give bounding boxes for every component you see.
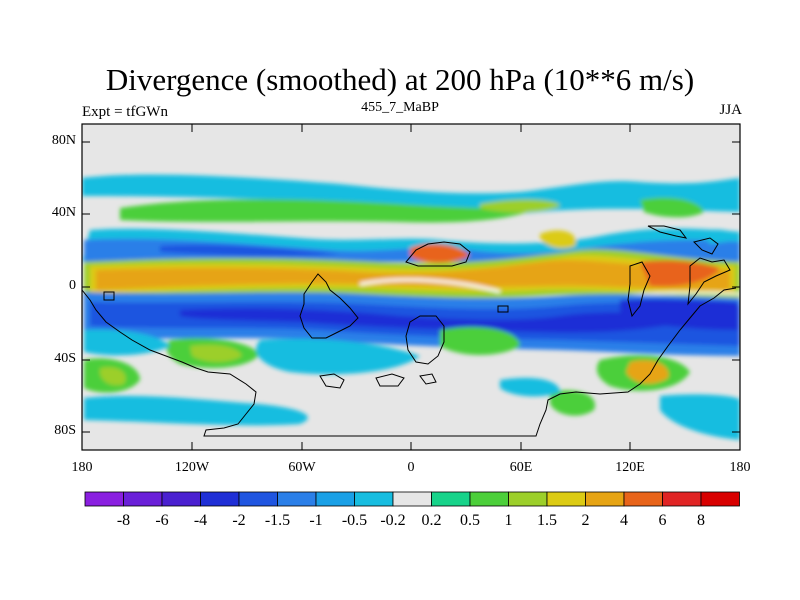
colorbar-swatch bbox=[277, 491, 317, 507]
colorbar-label: 1.5 bbox=[537, 512, 557, 529]
colorbar-swatch bbox=[200, 491, 240, 507]
contour-fill bbox=[700, 229, 740, 244]
colorbar-swatch bbox=[431, 491, 471, 507]
contour-fill bbox=[480, 199, 560, 213]
y-tick-label: 80S bbox=[54, 423, 76, 438]
plot-title: Divergence (smoothed) at 200 hPa (10**6 … bbox=[105, 62, 695, 97]
colorbar-label: -6 bbox=[155, 512, 169, 529]
coastlines bbox=[82, 225, 737, 437]
colorbar-label: 1 bbox=[504, 512, 513, 529]
contour-fill bbox=[660, 394, 740, 440]
x-tick-label: 180 bbox=[71, 460, 93, 475]
contour-fill bbox=[120, 199, 540, 223]
x-tick-label: 60E bbox=[509, 460, 533, 475]
run-label: 455_7_MaBP bbox=[361, 100, 439, 115]
colorbar-label: 2 bbox=[581, 512, 590, 529]
colorbar-swatch bbox=[315, 491, 355, 507]
axis-ticks bbox=[81, 124, 741, 450]
contour-fill bbox=[540, 230, 576, 249]
contour-fill bbox=[84, 395, 308, 426]
colorbar-swatch bbox=[546, 491, 586, 507]
y-tick-label: 80N bbox=[51, 133, 76, 148]
contour-fill bbox=[550, 390, 596, 416]
contour-fill bbox=[256, 338, 420, 375]
season-label: JJA bbox=[719, 102, 742, 118]
contour-fill bbox=[96, 260, 730, 290]
colorbar-swatch bbox=[161, 491, 201, 507]
y-tick-label: 40N bbox=[51, 205, 76, 220]
x-tick-label: 60W bbox=[288, 460, 316, 475]
contour-fill bbox=[620, 299, 738, 330]
colorbar-label: -1 bbox=[309, 512, 323, 529]
colorbar-label: 0.5 bbox=[460, 512, 480, 529]
contour-fill bbox=[410, 243, 470, 263]
colorbar-swatch bbox=[354, 491, 394, 507]
colorbar-label: 0.2 bbox=[421, 512, 442, 529]
contour-fill bbox=[640, 197, 704, 218]
contour-fill bbox=[160, 244, 340, 257]
contour-fill bbox=[640, 260, 720, 287]
y-tick-label: 40S bbox=[54, 351, 76, 366]
contour-fill bbox=[190, 344, 242, 362]
contour-fill bbox=[82, 174, 740, 215]
colorbar-label: 8 bbox=[697, 512, 705, 529]
y-tick-label: 0 bbox=[69, 278, 76, 293]
x-tick-label: 120W bbox=[174, 460, 210, 475]
x-tick-label: 0 bbox=[407, 460, 415, 475]
colorbar-swatch bbox=[238, 491, 278, 507]
contour-fill bbox=[500, 377, 560, 397]
x-tick-label: 120E bbox=[615, 460, 645, 475]
colorbar-label: -0.2 bbox=[380, 512, 406, 529]
colorbar-label: -8 bbox=[116, 512, 131, 529]
experiment-label: Expt = tfGWn bbox=[82, 104, 168, 120]
colorbar-label: -1.5 bbox=[264, 512, 291, 529]
colorbar-swatch bbox=[623, 491, 663, 507]
contour-fill bbox=[440, 326, 520, 355]
divergence-field bbox=[82, 124, 740, 450]
colorbar-label: -2 bbox=[232, 512, 246, 529]
colorbar-swatch bbox=[84, 491, 124, 507]
colorbar-swatch bbox=[662, 491, 702, 507]
colorbar-label: -4 bbox=[193, 512, 208, 529]
colorbar-swatch bbox=[469, 491, 509, 507]
colorbar-label: 4 bbox=[620, 512, 628, 529]
contour-fill bbox=[626, 360, 669, 384]
colorbar-swatch bbox=[585, 491, 625, 507]
x-tick-label: 180 bbox=[729, 460, 751, 475]
colorbar-swatch bbox=[700, 491, 740, 507]
colorbar bbox=[84, 491, 740, 507]
colorbar-swatch bbox=[392, 491, 432, 507]
colorbar-swatch bbox=[123, 491, 163, 507]
colorbar-label: 6 bbox=[658, 512, 667, 529]
colorbar-label: -0.5 bbox=[341, 512, 368, 529]
colorbar-swatch bbox=[508, 491, 548, 507]
contour-fill bbox=[100, 367, 126, 386]
